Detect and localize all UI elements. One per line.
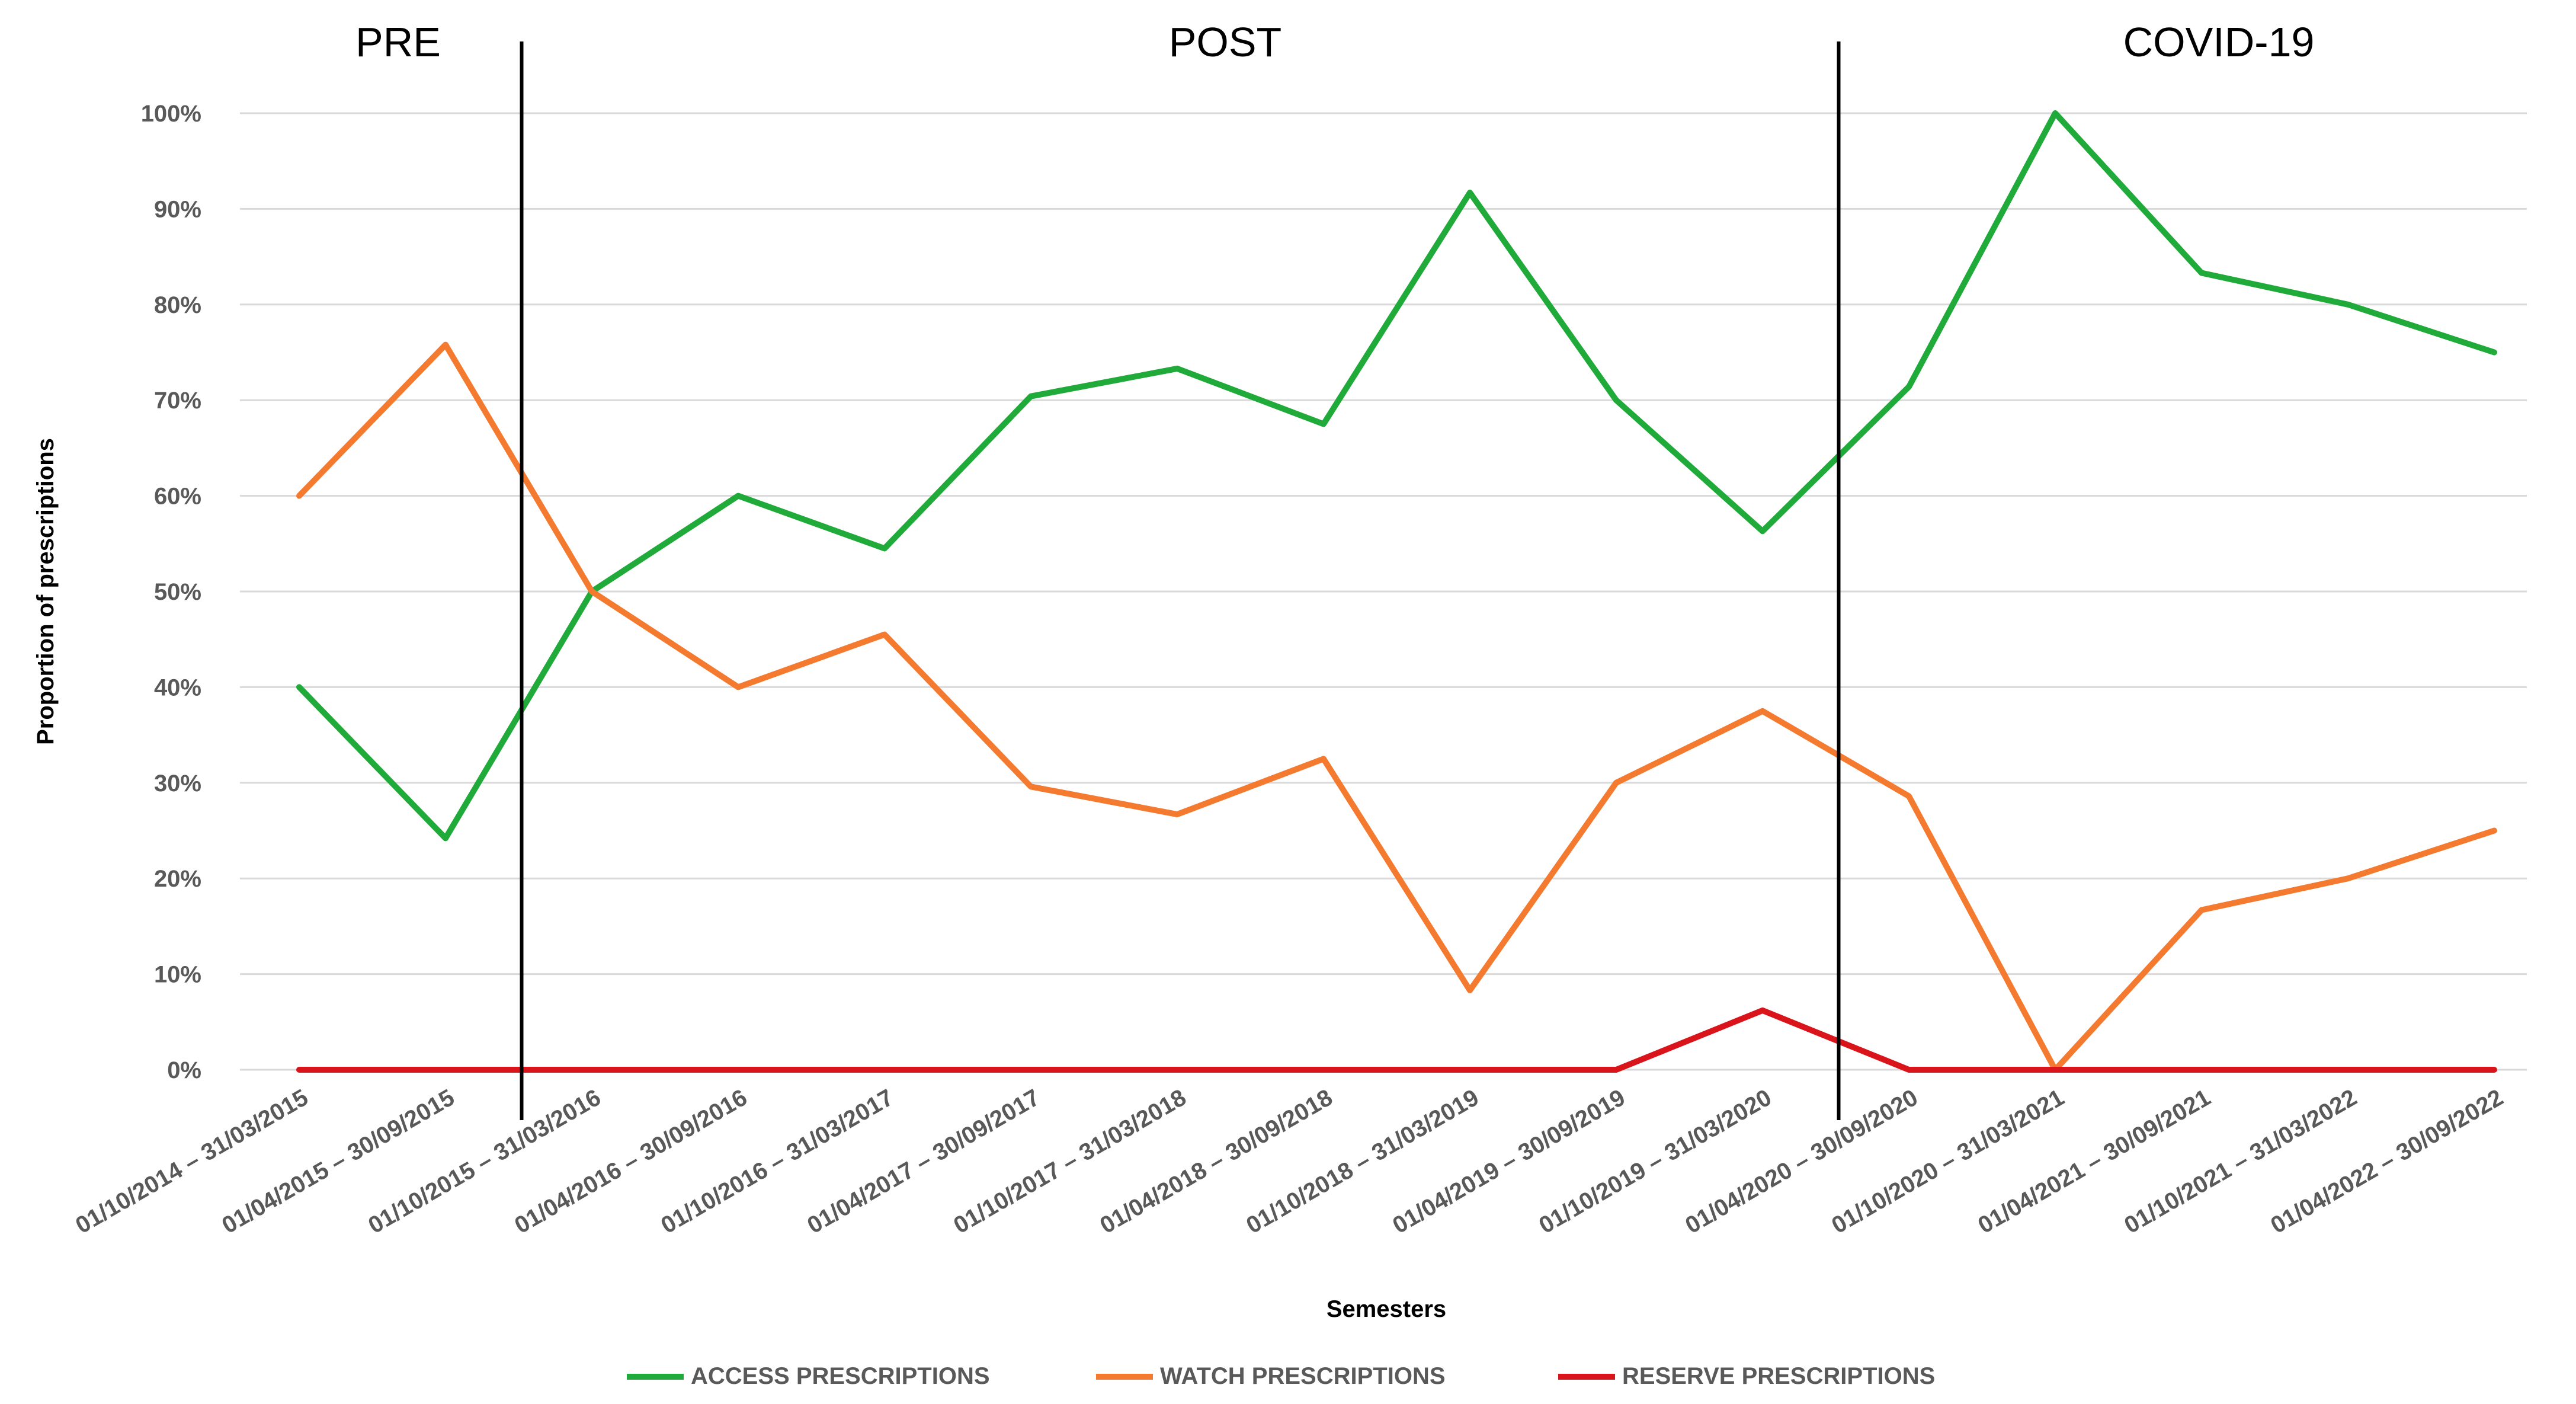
y-tick-label: 20% — [154, 866, 201, 892]
x-tick-label: 01/10/2017 – 31/03/2018 — [949, 1085, 1190, 1239]
y-axis-title: Proportion of prescriptions — [33, 438, 59, 745]
y-tick-label: 0% — [167, 1057, 201, 1083]
x-tick-label: 01/10/2020 – 31/03/2021 — [1827, 1085, 2068, 1239]
x-tick-label: 01/10/2016 – 31/03/2017 — [656, 1085, 898, 1239]
x-tick-label: 01/10/2019 – 31/03/2020 — [1534, 1085, 1776, 1239]
x-axis-title: Semesters — [1327, 1296, 1446, 1322]
legend-label: ACCESS PRESCRIPTIONS — [691, 1363, 990, 1389]
y-tick-label: 40% — [154, 674, 201, 701]
x-tick-label: 01/10/2015 – 31/03/2016 — [364, 1085, 605, 1239]
period-label-covid-19: COVID-19 — [2123, 19, 2315, 65]
y-tick-label: 70% — [154, 388, 201, 414]
x-tick-label: 01/10/2021 – 31/03/2022 — [2120, 1085, 2361, 1239]
series-line-access-prescriptions — [296, 110, 2497, 842]
y-tick-label: 60% — [154, 484, 201, 510]
x-tick-label: 01/04/2019 – 30/09/2019 — [1388, 1085, 1629, 1239]
x-tick-label: 01/04/2016 – 30/09/2016 — [510, 1085, 751, 1239]
x-tick-label: 01/04/2015 – 30/09/2015 — [217, 1085, 459, 1239]
period-label-post: POST — [1169, 19, 1282, 65]
series-lines — [296, 110, 2497, 1073]
y-tick-label: 50% — [154, 579, 201, 605]
y-tick-label: 30% — [154, 770, 201, 797]
x-tick-label: 01/04/2017 – 30/09/2017 — [803, 1085, 1044, 1239]
x-tick-label: 01/10/2018 – 31/03/2019 — [1242, 1085, 1483, 1239]
legend: ACCESS PRESCRIPTIONS WATCH PRESCRIPTIONS R… — [627, 1363, 1935, 1389]
y-tick-label: 80% — [154, 292, 201, 318]
y-tick-label: 90% — [154, 196, 201, 222]
y-tick-label: 100% — [141, 101, 201, 127]
x-tick-label: 01/10/2014 – 31/03/2015 — [71, 1085, 312, 1239]
x-tick-label: 01/04/2021 – 30/09/2021 — [1973, 1085, 2215, 1239]
period-label-pre: PRE — [355, 19, 441, 65]
period-dividers — [520, 41, 1841, 1120]
x-tick-label: 01/04/2018 – 30/09/2018 — [1095, 1085, 1337, 1239]
legend-label: WATCH PRESCRIPTIONS — [1160, 1363, 1446, 1389]
period-labels: PRE POST COVID-19 — [355, 19, 2314, 65]
series-line-watch-prescriptions — [296, 341, 2497, 1073]
x-tick-label: 01/04/2022 – 30/09/2022 — [2266, 1085, 2507, 1239]
series-line-reserve-prescriptions — [296, 1007, 2497, 1073]
x-tick-label: 01/04/2020 – 30/09/2020 — [1681, 1085, 1922, 1239]
y-axis-ticks: 0% 10% 20% 30% 40% 50% 60% 70% 80% 90% 100% — [141, 101, 201, 1083]
y-tick-label: 10% — [154, 962, 201, 988]
legend-label: RESERVE PRESCRIPTIONS — [1622, 1363, 1935, 1389]
